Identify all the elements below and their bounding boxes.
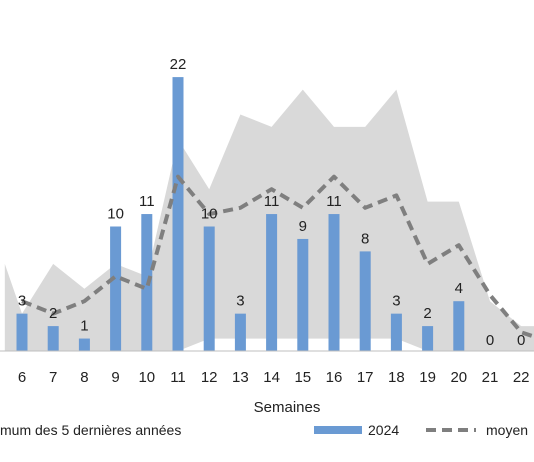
data-label-week-14: 11: [264, 193, 280, 210]
average-line-group: [21, 174, 534, 339]
tick-label-week-15: 15: [294, 369, 311, 386]
bar-week-6: [16, 313, 28, 351]
bar-week-16: [328, 214, 340, 351]
tick-label-week-8: 8: [80, 369, 88, 386]
tick-label-week-21: 21: [482, 369, 499, 386]
bar-week-17: [359, 251, 371, 351]
data-label-week-20: 4: [455, 280, 463, 297]
data-label-week-9: 10: [107, 206, 124, 223]
tick-label-week-18: 18: [388, 369, 405, 386]
data-label-week-17: 8: [361, 230, 369, 247]
data-label-week-11: 22: [170, 56, 187, 73]
data-label-week-21: 0: [486, 332, 494, 349]
tick-label-week-6: 6: [18, 369, 26, 386]
tick-label-week-22: 22: [513, 369, 530, 386]
bar-series-group: [16, 77, 465, 351]
tick-label-week-17: 17: [357, 369, 374, 386]
data-label-week-6: 3: [18, 293, 26, 310]
legend-bar-swatch: [314, 426, 362, 434]
data-label-week-18: 3: [392, 293, 400, 310]
tick-label-week-12: 12: [201, 369, 218, 386]
data-label-week-16: 11: [326, 193, 342, 210]
data-label-week-13: 3: [236, 293, 244, 310]
bar-week-13: [234, 313, 246, 351]
tick-label-week-13: 13: [232, 369, 249, 386]
legend: mum des 5 dernières années 2024 moyen: [0, 422, 528, 438]
data-label-week-8: 1: [80, 318, 88, 335]
bar-week-18: [390, 313, 402, 351]
tick-label-week-7: 7: [49, 369, 57, 386]
bar-week-11: [172, 77, 184, 351]
legend-average-label: moyen: [486, 422, 528, 438]
x-tick-labels-group: 6 7 8 9 10 11 12 13 14 15 16 17 18 19 20 21 22: [18, 369, 530, 386]
data-label-week-10: 11: [139, 193, 155, 210]
bar-week-14: [266, 214, 278, 351]
data-label-week-7: 2: [49, 305, 57, 322]
x-axis-title: Semaines: [254, 399, 321, 416]
bar-week-12: [203, 226, 215, 351]
data-labels-group: 3 2 1 10 11 22 10 3 11 9 11 8 3 2 4 0 0: [18, 56, 526, 349]
data-label-week-19: 2: [423, 305, 431, 322]
bar-week-7: [47, 326, 59, 351]
bar-week-19: [422, 326, 434, 351]
bar-week-8: [78, 338, 90, 351]
data-label-week-15: 9: [299, 218, 307, 235]
tick-label-week-11: 11: [170, 369, 186, 386]
average-line: [21, 174, 534, 339]
bar-week-15: [297, 238, 309, 351]
tick-label-week-9: 9: [111, 369, 119, 386]
tick-label-week-19: 19: [419, 369, 436, 386]
bar-week-9: [110, 226, 122, 351]
tick-label-week-14: 14: [263, 369, 280, 386]
legend-2024-label: 2024: [368, 422, 399, 438]
legend-band-label: mum des 5 dernières années: [0, 422, 181, 438]
data-label-week-22: 0: [517, 332, 525, 349]
bar-week-20: [453, 301, 465, 351]
tick-label-week-20: 20: [450, 369, 467, 386]
tick-label-week-10: 10: [138, 369, 155, 386]
tick-label-week-16: 16: [326, 369, 343, 386]
data-label-week-12: 10: [201, 206, 218, 223]
